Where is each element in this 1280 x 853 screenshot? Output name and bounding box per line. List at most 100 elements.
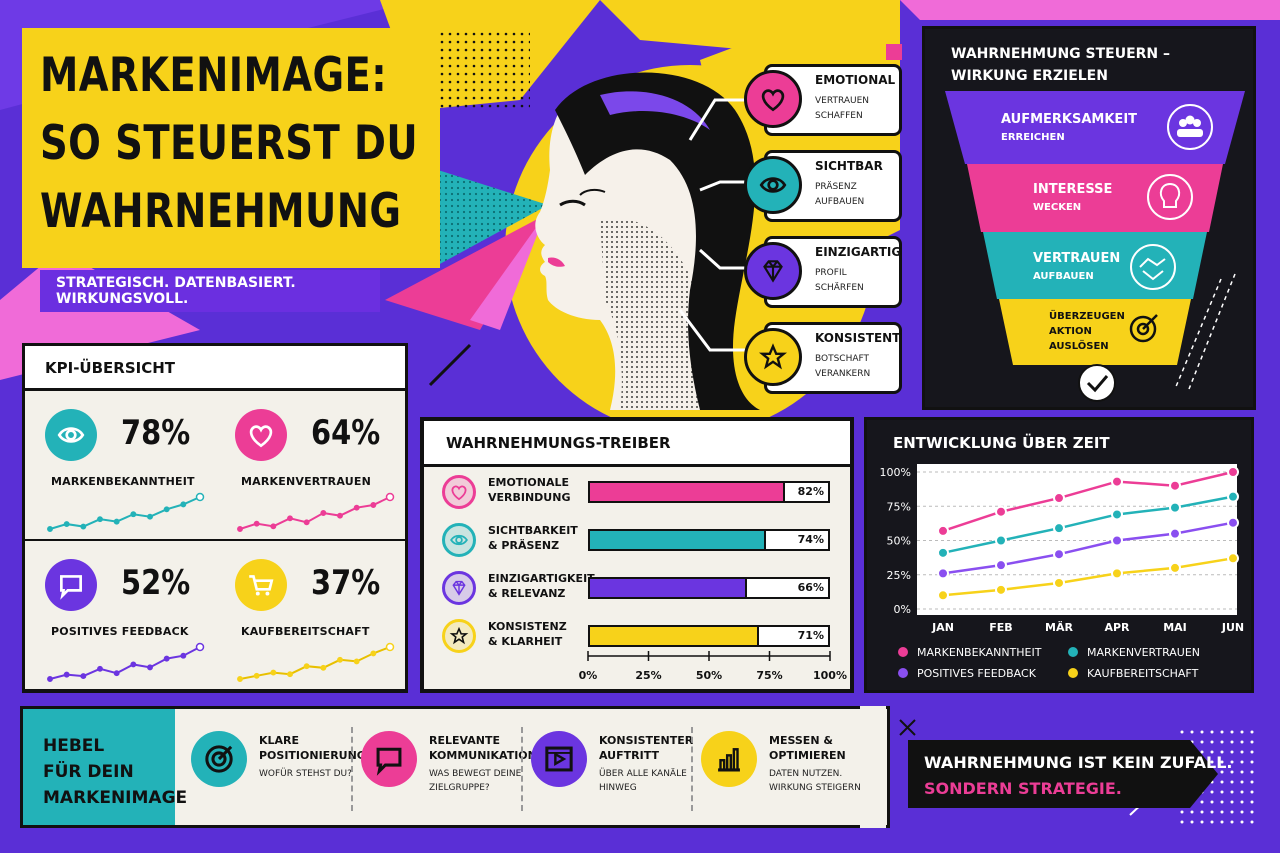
drivers-axis-label: 50% [696,669,722,682]
lever-item-2: RELEVANTE KOMMUNIKATION WAS BEWEGT DEINE ZI… [361,727,537,815]
driver-label-line-2: & KLARHEIT [488,635,563,648]
sparkline-point [97,516,103,523]
sparkline-point [287,671,293,678]
kpi-card-markenbekanntheit: 78% MARKENBEKANNTHEIT [25,391,215,539]
aspect-title: KONSISTENT [815,331,901,345]
chart-title: ENTWICKLUNG ÜBER ZEIT [893,434,1110,452]
sparkline-point [195,642,205,652]
chart-series-line-0 [942,470,1234,533]
star-icon [744,328,802,386]
title-block: MARKENIMAGE: SO STEUERST DU WAHRNEHMUNG [22,28,440,268]
lever-title-line-2: OPTIMIEREN [769,749,846,762]
chart-point [1053,492,1065,505]
sparkline-point [287,515,293,522]
lever-subtitle-line-2: WIRKUNG STEIGERN. [769,783,864,793]
driver-bar-fill [590,627,759,645]
bar-chart-icon [701,731,757,787]
driver-label-line-1: SICHTBARKEIT [488,524,578,537]
sparkline-point [180,652,187,659]
driver-label-line-2: VERBINDUNG [488,491,571,504]
kpi-card-kaufbereitschaft: 37% KAUFBEREITSCHAFT [215,541,405,689]
chart-point [1053,576,1065,589]
driver-label: EMOTIONALE VERBINDUNG [488,475,598,505]
page-title: MARKENIMAGE: SO STEUERST DU WAHRNEHMUNG [40,42,418,246]
kpi-value: 64% [311,413,381,453]
legend-swatch [898,647,908,657]
funnel-stage-title: AUFMERKSAMKEIT [1001,112,1138,127]
sparkline-point [47,676,53,682]
funnel-title-line-1: WAHRNEHMUNG STEUERN – [951,46,1171,62]
driver-bar-fill [590,579,748,597]
eye-icon [45,409,97,461]
sparkline-point [253,520,260,527]
sparkline-point [163,655,170,662]
driver-value: 74% [797,533,824,546]
driver-label: SICHTBARKEIT & PRÄSENZ [488,523,598,553]
sparkline-point [113,518,120,525]
chart-point [1169,527,1181,540]
driver-bar: 66% [588,577,830,599]
funnel-stage-label-1: AUFMERKSAMKEIT ERREICHEN [1001,111,1137,147]
lever-subtitle-line-2: HINWEG [599,783,637,793]
driver-label-line-1: KONSISTENZ [488,620,567,633]
chart-series-line-3 [942,557,1234,597]
drivers-axis-label: 100% [813,669,847,682]
chart-series-line-2 [942,521,1234,575]
chart-point [1227,466,1239,478]
kpi-panel: KPI-ÜBERSICHT 78% MARKENBEKANNTHEIT 64% MAR… [22,343,408,693]
sparkline-point [237,676,243,682]
sparkline-point [370,502,377,508]
legend-label: POSITIVES FEEDBACK [917,667,1037,680]
kpi-card-markenvertrauen: 64% MARKENVERTRAUEN [215,391,405,539]
legend-swatch [898,668,908,678]
claim-line-1: WAHRNEHMUNG IST KEIN ZUFALL. [924,753,1233,772]
chart-series-line-1 [942,495,1234,555]
kpi-panel-title: KPI-ÜBERSICHT [22,343,408,391]
lever-subtitle: ÜBER ALLE KANÄLE HINWEG [599,767,709,795]
chart-x-tick: JUN [1221,621,1244,634]
lever-title: RELEVANTE KOMMUNIKATION [429,733,539,763]
sparkline-point [385,642,395,652]
funnel-stage-sub-2: AUSLÖSEN [1049,341,1109,352]
sparkline-point [195,492,205,502]
funnel-stage-label-3: VERTRAUEN AUFBAUEN [1033,250,1120,286]
chart-point [1227,490,1239,503]
funnel-stage-3 [983,232,1207,299]
chart-point [995,583,1007,596]
sparkline-point [130,661,137,668]
eye-icon [442,523,476,557]
aspect-subtitle-2: VERANKERN [815,369,871,379]
drivers-axis: 0% 25% 50% 75% 100% [579,651,847,682]
lever-divider [351,727,353,811]
levers-title-line-3: MARKENIMAGE [43,788,188,808]
chart-point [1053,522,1065,535]
chart-y-tick: 0% [894,603,911,616]
sparkline-point [130,511,137,518]
driver-label-line-2: & RELEVANZ [488,587,566,600]
kpi-value: 78% [121,413,191,453]
chart-x-tick: FEB [989,621,1012,634]
sparkline-point [337,512,343,519]
check-icon [1078,364,1116,402]
chart-y-tick: 100% [880,466,911,479]
chart-x-tick: MÄR [1045,620,1073,634]
legend-label: KAUFBEREITSCHAFT [1087,667,1199,680]
chart-x-tick: MAI [1163,621,1187,634]
sparkline-point [163,506,170,513]
sparkline-path [239,496,391,530]
kpi-label: POSITIVES FEEDBACK [51,625,189,638]
chart-point [937,589,949,602]
funnel-panel: WAHRNEHMUNG STEUERN – WIRKUNG ERZIELEN A… [922,26,1256,410]
driver-value: 66% [797,581,824,594]
kpi-sparkline [47,642,205,682]
driver-label-line-1: EINZIGARTIGKEIT [488,572,595,585]
lever-subtitle: WAS BEWEGT DEINE ZIELGRUPPE? [429,767,539,795]
drivers-axis-label: 25% [635,669,661,682]
lever-title-line-2: KOMMUNIKATION [429,749,537,762]
funnel-stage-sub: ERREICHEN [1001,132,1065,143]
sparkline-point [63,521,70,528]
chart-point [1111,567,1123,580]
aspect-title: SICHTBAR [815,159,883,173]
levers-bar: HEBEL FÜR DEIN MARKENIMAGE KLARE POSITION… [20,706,890,828]
target-icon [1129,315,1157,343]
